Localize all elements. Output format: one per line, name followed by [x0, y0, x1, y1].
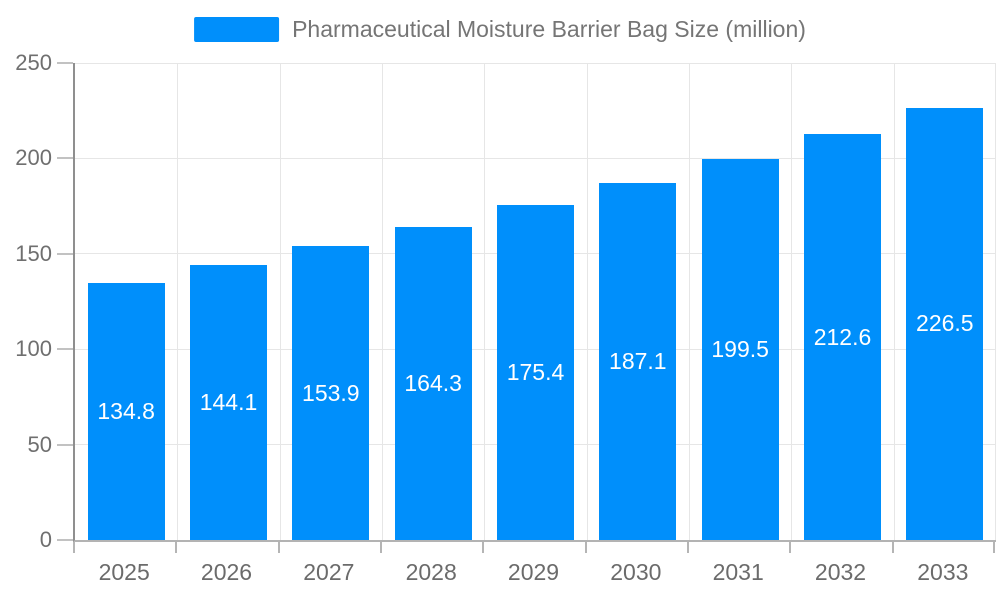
x-axis-category-label: 2031 [712, 559, 764, 585]
x-axis-tick [175, 542, 178, 553]
x-axis-tick [380, 542, 382, 553]
v-gridline [893, 63, 895, 540]
h-gridline [75, 157, 996, 159]
bar[interactable]: 175.4 [497, 205, 574, 540]
bar[interactable]: 164.3 [394, 226, 472, 540]
bar-value-label: 164.3 [404, 369, 462, 396]
x-axis-category-label: 2025 [98, 559, 150, 585]
x-axis-tick [73, 542, 75, 553]
x-axis-category-label: 2030 [610, 559, 662, 585]
bar-value-label: 144.1 [199, 389, 258, 416]
bar-value-label: 134.8 [97, 397, 155, 424]
bar[interactable]: 226.5 [906, 107, 984, 540]
v-gridline [791, 63, 793, 540]
y-axis-tick [57, 539, 73, 541]
x-axis-category-label: 2032 [814, 559, 867, 585]
bar[interactable]: 144.1 [190, 265, 267, 540]
y-axis-tick [57, 348, 73, 351]
bar[interactable]: 199.5 [701, 159, 779, 540]
y-axis-tick-label: 150 [15, 240, 52, 266]
bar-value-label: 212.6 [813, 323, 872, 350]
bar[interactable]: 134.8 [87, 282, 165, 540]
bar[interactable]: 212.6 [804, 134, 881, 540]
y-axis-tick [57, 252, 73, 255]
bar-value-label: 199.5 [711, 336, 769, 363]
v-gridline [586, 63, 588, 540]
v-gridline [382, 63, 383, 540]
x-axis-category-label: 2029 [507, 559, 560, 585]
legend-label: Pharmaceutical Moisture Barrier Bag Size… [292, 16, 806, 42]
bar[interactable]: 187.1 [599, 183, 677, 540]
y-axis-tick [57, 157, 73, 160]
bar-value-label: 175.4 [506, 359, 565, 386]
x-axis-tick [277, 542, 280, 553]
bar-value-label: 226.5 [916, 310, 974, 337]
x-axis-tick [891, 542, 894, 553]
x-axis-tick [789, 542, 792, 553]
x-axis-tick [687, 542, 689, 553]
y-axis-tick [57, 443, 73, 446]
x-axis-category-label: 2026 [200, 559, 253, 585]
x-axis-category-label: 2027 [303, 559, 355, 585]
legend-swatch [194, 17, 280, 42]
y-axis-tick [57, 62, 73, 64]
x-axis-tick [993, 542, 995, 553]
y-axis-tick-label: 250 [15, 50, 52, 75]
bar-value-label: 187.1 [609, 348, 667, 374]
y-axis-tick-label: 50 [27, 431, 52, 457]
v-gridline [995, 63, 996, 540]
bar[interactable]: 153.9 [292, 246, 370, 540]
v-gridline [177, 63, 179, 540]
bar-value-label: 153.9 [302, 379, 360, 406]
y-axis-tick-label: 0 [39, 527, 52, 552]
plot-area: 134.8 144.1 153.9 164.3 175.4 187.1 199.5 212.6… [73, 62, 996, 542]
y-axis-tick-label: 200 [15, 145, 52, 171]
v-gridline [689, 63, 690, 540]
v-gridline [484, 63, 486, 540]
v-gridline [279, 63, 281, 540]
x-axis-tick [482, 542, 485, 553]
x-axis-tick [584, 542, 587, 553]
y-axis-tick-label: 100 [15, 336, 52, 362]
h-gridline [75, 62, 996, 64]
chart-legend[interactable]: Pharmaceutical Moisture Barrier Bag Size… [194, 17, 806, 42]
x-axis-category-label: 2033 [917, 559, 969, 585]
x-axis-category-label: 2028 [405, 559, 457, 585]
